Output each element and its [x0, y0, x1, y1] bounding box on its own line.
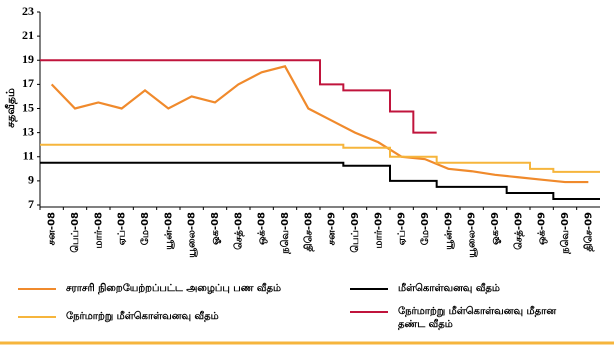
x-tick-label: செத்-09	[512, 212, 524, 250]
x-tick-label: ஒக்-09	[537, 212, 548, 245]
x-tick-label: யூன்-08	[163, 212, 174, 250]
x-tick-label: யூன்-09	[443, 212, 454, 250]
legend-swatch	[350, 311, 388, 313]
x-tick-label: ஒக்-08	[257, 212, 268, 245]
x-tick-label: ஏப்-09	[397, 212, 408, 245]
x-tick-label: சன-09	[327, 212, 338, 245]
y-tick-label: 15	[22, 100, 34, 114]
y-tick-label: 13	[22, 124, 34, 138]
legend-swatch	[18, 316, 56, 318]
x-tick-label: மார்-09	[373, 212, 384, 249]
x-tick-label: பெப்-09	[349, 212, 361, 253]
series-line	[40, 59, 437, 134]
legend-label: மீள்கொள்வனவு வீதம்	[398, 283, 500, 294]
legend-item: சராசரி நிறையேற்றப்பட்ட அழைப்பு பண வீதம்	[18, 282, 326, 295]
y-tick-label: 19	[22, 52, 34, 66]
legend-label: நேர்மாற்று மீள்கொள்வனவு வீதம்	[66, 311, 219, 322]
x-tick-label: செத்-08	[232, 212, 244, 250]
legend-swatch	[18, 288, 56, 290]
series-line	[50, 65, 589, 184]
legend-item: நேர்மாற்று மீள்கொள்வனவு வீதம்	[18, 310, 226, 323]
legend-item: நேர்மாற்று மீள்கொள்வனவு மீதான தண்ட வீதம்	[350, 305, 558, 331]
x-tick-label: யூலை-08	[187, 212, 198, 258]
legend-item: மீள்கொள்வனவு வீதம்	[350, 282, 558, 295]
x-tick-label: நவெ-09	[559, 212, 571, 255]
x-tick-label: திசெ-09	[582, 212, 594, 252]
x-tick-label: சன-08	[47, 212, 58, 245]
y-tick-label: 7	[28, 197, 34, 211]
y-tick-label: 21	[22, 28, 34, 42]
legend-swatch	[350, 288, 388, 290]
x-tick-label: மார்-08	[93, 212, 104, 249]
legend-label: சராசரி நிறையேற்றப்பட்ட அழைப்பு பண வீதம்	[66, 283, 282, 294]
x-tick-label: நவெ-08	[279, 212, 291, 255]
x-tick-label: ஏப்-08	[117, 212, 128, 245]
y-tick-label: 11	[23, 149, 34, 163]
legend-label: நேர்மாற்று மீள்கொள்வனவு மீதான தண்ட வீதம்	[398, 306, 557, 330]
x-tick-label: ஓக-08	[210, 212, 221, 245]
series-line	[40, 143, 600, 173]
y-tick-label: 9	[28, 173, 34, 187]
series-line	[40, 161, 600, 200]
x-tick-label: மே-09	[419, 212, 431, 245]
x-tick-label: ஓக-09	[490, 212, 501, 245]
x-tick-label: யூலை-09	[467, 212, 478, 258]
y-tick-label: 17	[22, 76, 34, 90]
y-tick-label: 23	[22, 4, 34, 18]
x-tick-label: பெப்-08	[69, 212, 81, 253]
y-axis-label: சதவீதம்	[4, 88, 18, 128]
x-tick-label: திசெ-08	[302, 212, 314, 252]
x-tick-label: மே-08	[139, 212, 151, 245]
